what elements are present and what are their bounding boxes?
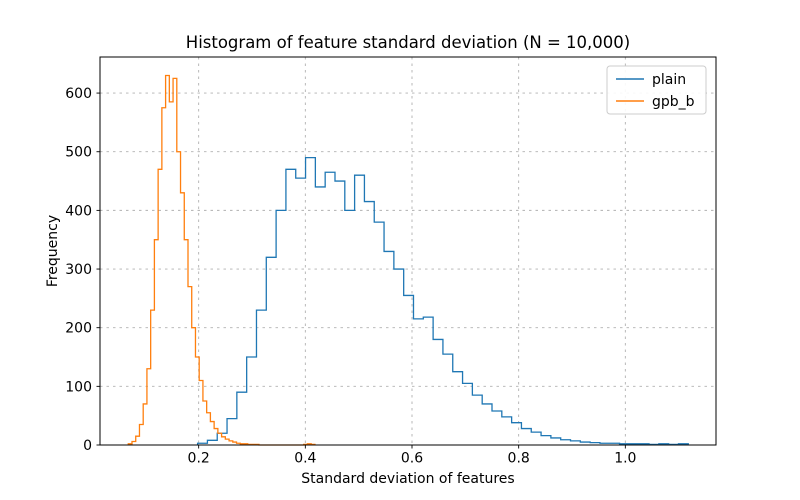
y-tick-label: 100	[65, 379, 92, 395]
legend: plain gpb_b	[606, 65, 707, 115]
x-tick-label: 0.8	[508, 451, 530, 467]
axes-spines	[99, 56, 717, 446]
x-axis-label: Standard deviation of features	[301, 471, 514, 487]
series-plain	[196, 156, 689, 446]
y-tick-label: 400	[65, 203, 92, 219]
legend-label-plain: plain	[652, 72, 686, 88]
chart-title: Histogram of feature standard deviation …	[186, 33, 630, 52]
x-tick-label: 0.4	[294, 451, 316, 467]
plot-area	[100, 57, 716, 445]
x-tick-label: 0.2	[188, 451, 210, 467]
y-tick-label: 200	[65, 321, 92, 337]
x-tick-label: 1.0	[614, 451, 636, 467]
legend-box	[606, 65, 707, 115]
x-tick-label: 0.6	[401, 451, 423, 467]
y-tick-label: 0	[83, 438, 92, 454]
y-tick-label: 300	[65, 262, 92, 278]
tick-marks	[96, 92, 626, 449]
tick-labels: 0.2 0.4 0.6 0.8 1.0 0 100 200 300 400 500 600	[65, 86, 636, 466]
y-tick-label: 500	[65, 145, 92, 161]
y-tick-label: 600	[65, 86, 92, 102]
y-axis-label: Frequency	[45, 215, 61, 287]
legend-label-gpb_b: gpb_b	[652, 94, 695, 110]
